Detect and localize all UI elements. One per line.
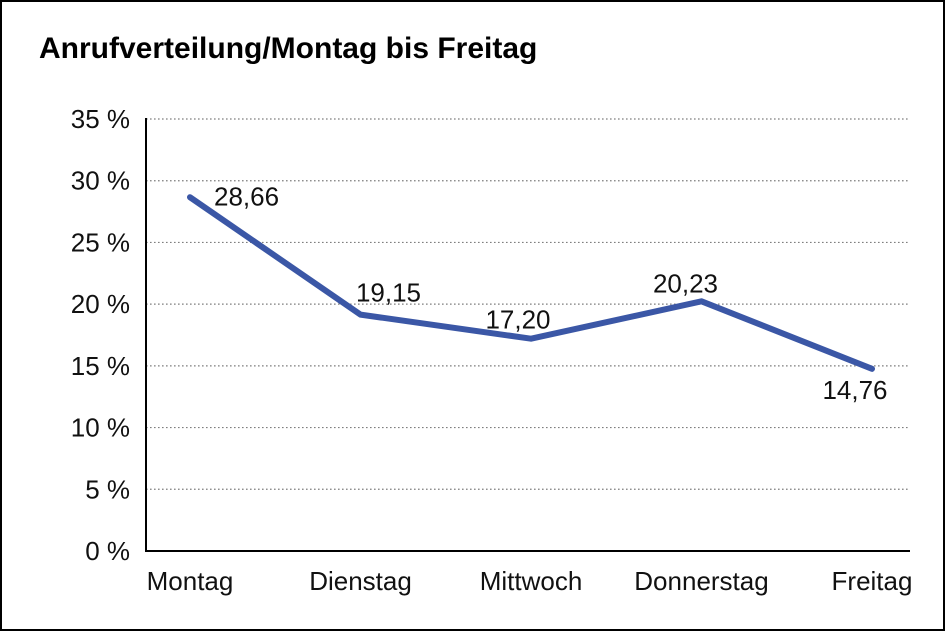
y-tick-label: 35 %: [71, 104, 130, 134]
x-category-label: Mittwoch: [480, 566, 583, 596]
y-tick-label: 30 %: [71, 166, 130, 196]
data-point-label: 28,66: [214, 181, 279, 211]
x-category-label: Montag: [147, 566, 234, 596]
y-tick-label: 5 %: [85, 474, 130, 504]
y-tick-label: 20 %: [71, 289, 130, 319]
data-series-line: [187, 194, 875, 372]
data-point-label: 19,15: [356, 278, 421, 308]
y-tick-label: 15 %: [71, 351, 130, 381]
x-category-label: Freitag: [832, 566, 913, 596]
y-tick-label: 0 %: [85, 536, 130, 566]
x-category-label: Dienstag: [309, 566, 412, 596]
data-point-label: 14,76: [822, 375, 887, 405]
chart-title: Anrufverteilung/Montag bis Freitag: [39, 32, 538, 65]
data-point-label: 20,23: [653, 268, 718, 298]
y-tick-label: 10 %: [71, 413, 130, 443]
data-point-label: 17,20: [485, 305, 550, 335]
x-category-label: Donnerstag: [634, 566, 768, 596]
y-tick-label: 25 %: [71, 227, 130, 257]
